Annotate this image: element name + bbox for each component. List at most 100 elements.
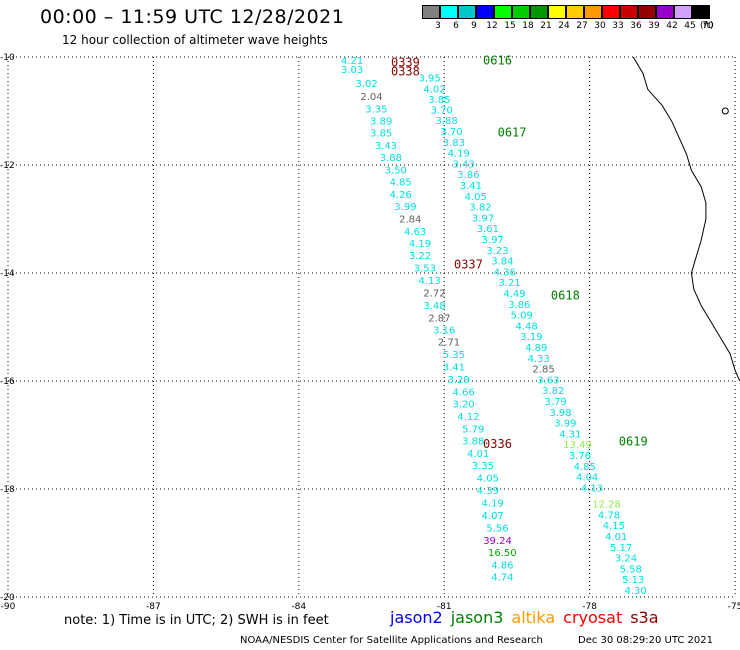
legend-swatch — [566, 5, 584, 19]
lon-tick-label: -90 — [1, 602, 16, 612]
wave-height-value: 4.89 — [525, 343, 547, 354]
wave-height-value: 3.84 — [491, 257, 513, 268]
lon-tick-label: -87 — [146, 602, 161, 612]
wave-height-value: 3.21 — [498, 278, 520, 289]
satellite-jason2: jason2 — [390, 608, 443, 627]
legend-swatch — [458, 5, 476, 19]
wave-height-value: 3.82 — [469, 203, 491, 214]
legend-label: 21 — [540, 21, 552, 31]
pass-time-label: 0617 — [498, 126, 527, 140]
wave-height-value: 3.35 — [472, 461, 494, 472]
wave-height-value: 3.79 — [545, 397, 567, 408]
wave-height-value: 5.79 — [462, 425, 484, 436]
wave-height-value: 4.01 — [605, 532, 627, 543]
wave-height-value: 3.43 — [375, 141, 397, 152]
satellite-cryosat: cryosat — [563, 608, 623, 627]
legend-label: 33 — [612, 21, 624, 31]
legend-swatch — [548, 5, 566, 19]
wave-height-value: 3.20 — [452, 400, 474, 411]
wave-height-value: 2.04 — [360, 92, 382, 103]
wave-height-value: 4.33 — [528, 354, 550, 365]
wave-height-value: 5.35 — [443, 350, 465, 361]
wave-height-value: 4.13 — [419, 276, 441, 287]
legend-swatch — [584, 5, 602, 19]
page-title: 00:00 – 11:59 UTC 12/28/2021 — [40, 6, 345, 28]
wave-height-value: 3.70 — [431, 105, 453, 116]
wave-height-value: 5.58 — [620, 564, 642, 575]
lat-tick-label: -14 — [0, 269, 15, 279]
wave-height-value: 3.86 — [508, 300, 530, 311]
pass-time-label: 0618 — [551, 289, 580, 303]
wave-height-value: 4.05 — [477, 474, 499, 485]
wave-height-value: 3.02 — [356, 79, 378, 90]
wave-height-value: 4.02 — [423, 84, 445, 95]
pass-time-label: 0336 — [483, 437, 512, 451]
coastline-path — [632, 56, 740, 382]
legend-swatch — [440, 5, 458, 19]
wave-height-value: 3.70 — [440, 127, 462, 138]
legend-swatch — [602, 5, 620, 19]
wave-height-value: 4.19 — [448, 149, 470, 160]
wave-height-value: 3.35 — [365, 104, 387, 115]
legend-label: 18 — [522, 21, 534, 31]
lon-tick-label: -81 — [437, 602, 452, 612]
wave-height-value: 5.17 — [610, 543, 632, 554]
legend-label: 45 — [684, 21, 696, 31]
wave-height-value: 3.82 — [542, 386, 564, 397]
legend-unit: (ft) — [700, 21, 714, 31]
wave-height-value: 3.99 — [554, 419, 576, 430]
lat-tick-label: -20 — [0, 593, 15, 603]
axis-ticks: -90 -87 -84 -81 -78 -75 -10 -12 -14 -16 -18 -20 — [0, 53, 740, 612]
wave-height-value: 2.71 — [438, 338, 460, 349]
wave-height-value: 4.19 — [482, 499, 504, 510]
wave-height-value: 4.26 — [389, 190, 411, 201]
wave-height-value: 3.16 — [433, 326, 455, 337]
island-shape — [721, 107, 729, 115]
legend-label: 3 — [435, 21, 441, 31]
wave-height-value: 5.13 — [622, 575, 644, 586]
lon-tick-label: -75 — [728, 602, 740, 612]
legend-swatch — [638, 5, 656, 19]
coastline — [632, 56, 740, 382]
satellite-s3a: s3a — [630, 608, 659, 627]
wave-height-value: 4.30 — [625, 586, 647, 597]
wave-height-value: 3.99 — [394, 202, 416, 213]
wave-height-value: 4.07 — [482, 511, 504, 522]
wave-height-value: 3.50 — [385, 165, 407, 176]
wave-height-value: 3.41 — [460, 181, 482, 192]
wave-height-value: 3.97 — [482, 235, 504, 246]
wave-height-value: 3.61 — [477, 224, 499, 235]
lon-tick-label: -84 — [291, 602, 306, 612]
wave-height-value: 4.39 — [477, 486, 499, 497]
lat-tick-label: -18 — [0, 485, 15, 495]
wave-height-value: 3.97 — [472, 213, 494, 224]
wave-height-value: 4.85 — [389, 178, 411, 189]
wave-height-value: 4.21 — [341, 56, 363, 67]
wave-height-value: 12.28 — [592, 500, 621, 511]
wave-height-value: 3.88 — [380, 153, 402, 164]
wave-height-value: 4.13 — [581, 483, 603, 494]
satellite-altika: altika — [511, 608, 556, 627]
legend-swatch — [530, 5, 548, 19]
wave-height-value: 3.86 — [457, 170, 479, 181]
wave-height-value: 4.48 — [515, 321, 537, 332]
legend-swatch — [656, 5, 674, 19]
legend-swatch — [692, 5, 710, 19]
wave-height-value: 4.78 — [598, 510, 620, 521]
wave-height-value: 39.24 — [483, 536, 512, 547]
lat-tick-label: -16 — [0, 377, 15, 387]
legend-label: 27 — [576, 21, 588, 31]
pass-time-label: 0339 — [391, 55, 420, 69]
wave-height-value: 4.63 — [404, 227, 426, 238]
page-subtitle: 12 hour collection of altimeter wave hei… — [62, 33, 328, 47]
legend-label: 42 — [666, 21, 678, 31]
wave-height-value: 2.72 — [423, 288, 445, 299]
units-note: note: 1) Time is in UTC; 2) SWH is in fe… — [64, 613, 329, 628]
wave-height-value: 4.31 — [559, 429, 581, 440]
wave-height-value: 2.85 — [532, 365, 554, 376]
wave-height-value: 3.89 — [370, 117, 392, 128]
legend-swatch — [674, 5, 692, 19]
legend-swatch — [476, 5, 494, 19]
